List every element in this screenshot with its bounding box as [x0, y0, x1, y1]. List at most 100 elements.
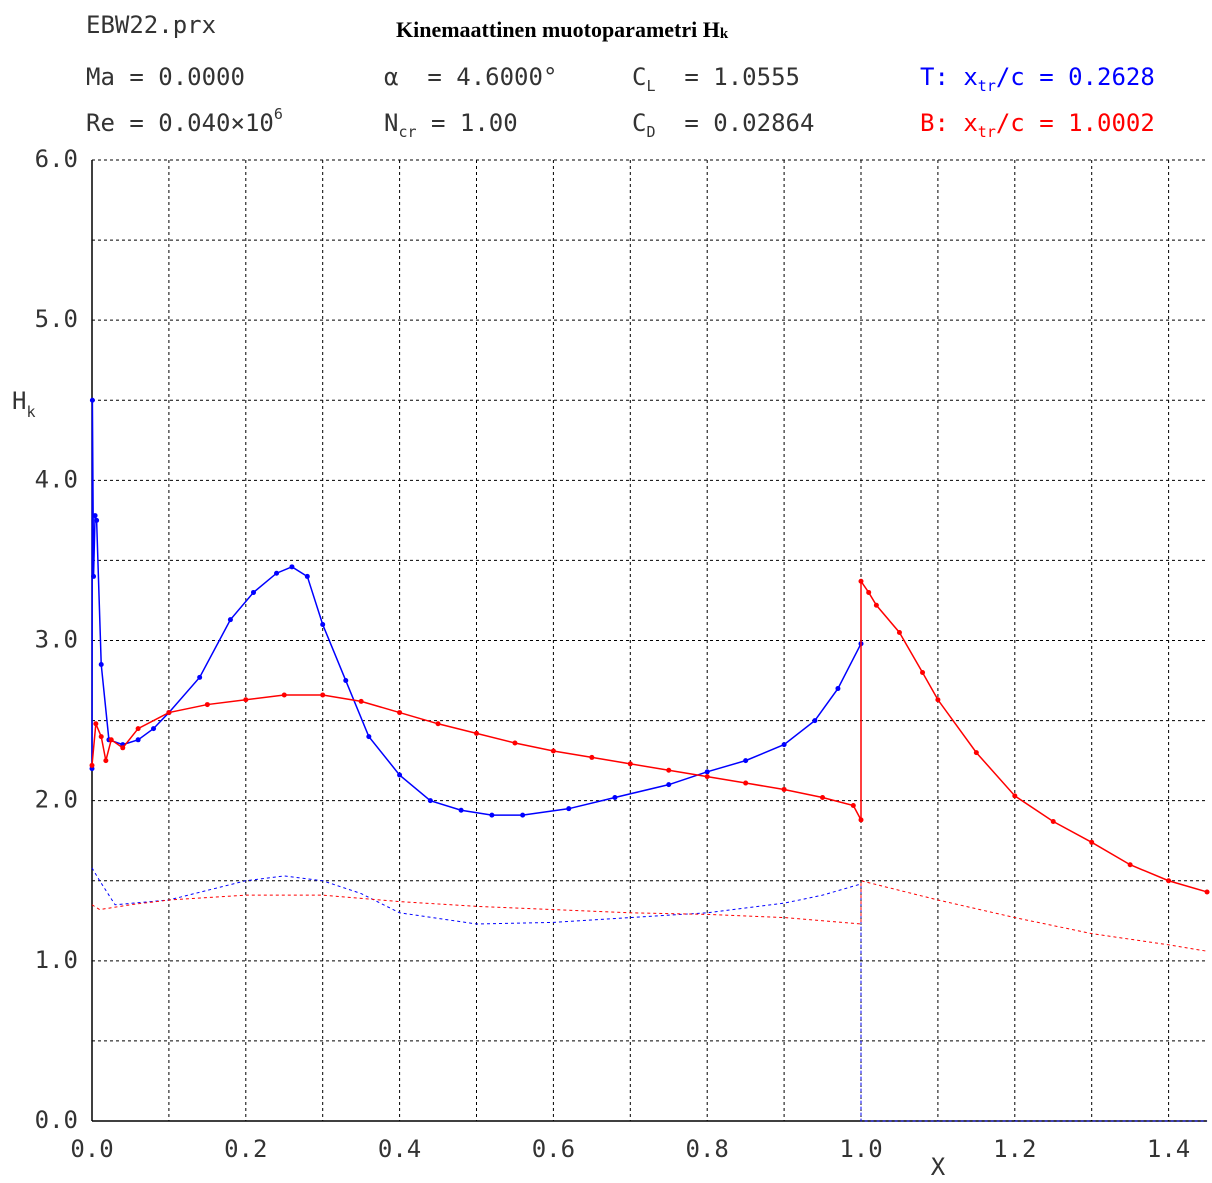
- point: [512, 740, 518, 746]
- ylabel-sym: H: [12, 387, 26, 415]
- point: [1204, 889, 1210, 895]
- point: [397, 710, 403, 716]
- param-re: Re = 0.040×106: [86, 105, 283, 138]
- point: [474, 730, 479, 736]
- point: [289, 564, 295, 570]
- x-tick-label: 1.4: [1147, 1135, 1190, 1163]
- point: [304, 573, 310, 579]
- param-cl: CL = 1.0555: [632, 63, 800, 95]
- x-tick-label: 0.2: [224, 1135, 267, 1163]
- param-alpha: α = 4.6000°: [384, 63, 557, 91]
- re-base: Re = 0.040×10: [86, 109, 274, 137]
- point: [427, 798, 433, 804]
- file-name: EBW22.prx: [86, 11, 216, 39]
- point: [896, 629, 902, 635]
- point: [589, 754, 595, 760]
- y-tick-label: 5.0: [35, 305, 78, 333]
- point: [120, 745, 126, 751]
- point: [743, 780, 749, 786]
- y-tick-label: 6.0: [35, 145, 78, 173]
- point: [135, 737, 141, 743]
- point: [274, 570, 280, 576]
- ncr-sub: cr: [398, 123, 416, 141]
- x-tick-label: 0.4: [378, 1135, 421, 1163]
- point: [458, 807, 464, 813]
- point: [93, 721, 99, 727]
- param-ma: Ma = 0.0000: [86, 63, 245, 91]
- cl-sym: C: [632, 63, 646, 91]
- x-tick-label: 1.0: [839, 1135, 882, 1163]
- point: [520, 812, 526, 818]
- ylabel-sub: k: [26, 403, 35, 421]
- point: [204, 702, 210, 708]
- point: [435, 721, 441, 727]
- point: [227, 617, 233, 623]
- top-rest: /c = 0.2628: [996, 63, 1155, 91]
- y-tick-label: 4.0: [35, 465, 78, 493]
- y-tick-label: 0.0: [35, 1106, 78, 1134]
- bottom-rest: /c = 1.0002: [996, 109, 1155, 137]
- point: [866, 589, 872, 595]
- point: [550, 748, 556, 754]
- param-bottom: B: xtr/c = 1.0002: [920, 109, 1155, 141]
- point: [98, 662, 104, 668]
- point: [666, 767, 672, 773]
- line: [91, 578, 1208, 893]
- point: [1127, 862, 1133, 868]
- line: [91, 400, 862, 816]
- top-sym: T: x: [920, 63, 978, 91]
- title-sub: k: [720, 26, 729, 42]
- y-tick-label: 1.0: [35, 946, 78, 974]
- x-axis-label: X: [931, 1153, 946, 1181]
- chart-title: Kinemaattinen muotoparametri Hk: [396, 17, 729, 42]
- point: [858, 578, 864, 584]
- y-tick-label: 3.0: [35, 626, 78, 654]
- point: [835, 686, 841, 692]
- point: [973, 750, 979, 756]
- dotted-line: [91, 880, 1208, 952]
- point: [1089, 839, 1095, 845]
- point: [281, 692, 287, 698]
- point: [743, 758, 749, 764]
- point: [320, 692, 326, 698]
- x-tick-label: 1.2: [993, 1135, 1036, 1163]
- point: [781, 742, 787, 748]
- point: [397, 772, 403, 778]
- point: [135, 726, 141, 732]
- point: [1050, 818, 1056, 824]
- point: [98, 734, 104, 740]
- point: [91, 573, 97, 579]
- point: [108, 737, 114, 743]
- point: [320, 621, 326, 627]
- y-axis-label: Hk: [12, 387, 35, 421]
- param-cd: CD = 0.02864: [632, 109, 814, 141]
- point: [151, 726, 157, 732]
- point: [366, 734, 372, 740]
- top-sub: tr: [978, 77, 996, 95]
- bottom-sym: B: x: [920, 109, 978, 137]
- point: [103, 758, 109, 764]
- point: [704, 769, 710, 775]
- point: [935, 697, 941, 703]
- param-top: T: xtr/c = 0.2628: [920, 63, 1155, 95]
- point: [489, 812, 495, 818]
- ncr-rest: = 1.00: [417, 109, 518, 137]
- point: [820, 794, 826, 800]
- point: [243, 697, 249, 703]
- param-ncr: Ncr = 1.00: [384, 109, 518, 141]
- point: [920, 670, 926, 676]
- point: [1166, 878, 1172, 884]
- point: [666, 782, 672, 788]
- point: [850, 802, 856, 808]
- point: [781, 786, 787, 792]
- point: [343, 678, 349, 684]
- point: [89, 397, 95, 403]
- point: [89, 762, 95, 768]
- point: [858, 817, 864, 823]
- cl-sub: L: [646, 77, 655, 95]
- point: [873, 602, 879, 608]
- dotted-line: [91, 867, 1208, 1122]
- cd-sym: C: [632, 109, 646, 137]
- cl-rest: = 1.0555: [655, 63, 800, 91]
